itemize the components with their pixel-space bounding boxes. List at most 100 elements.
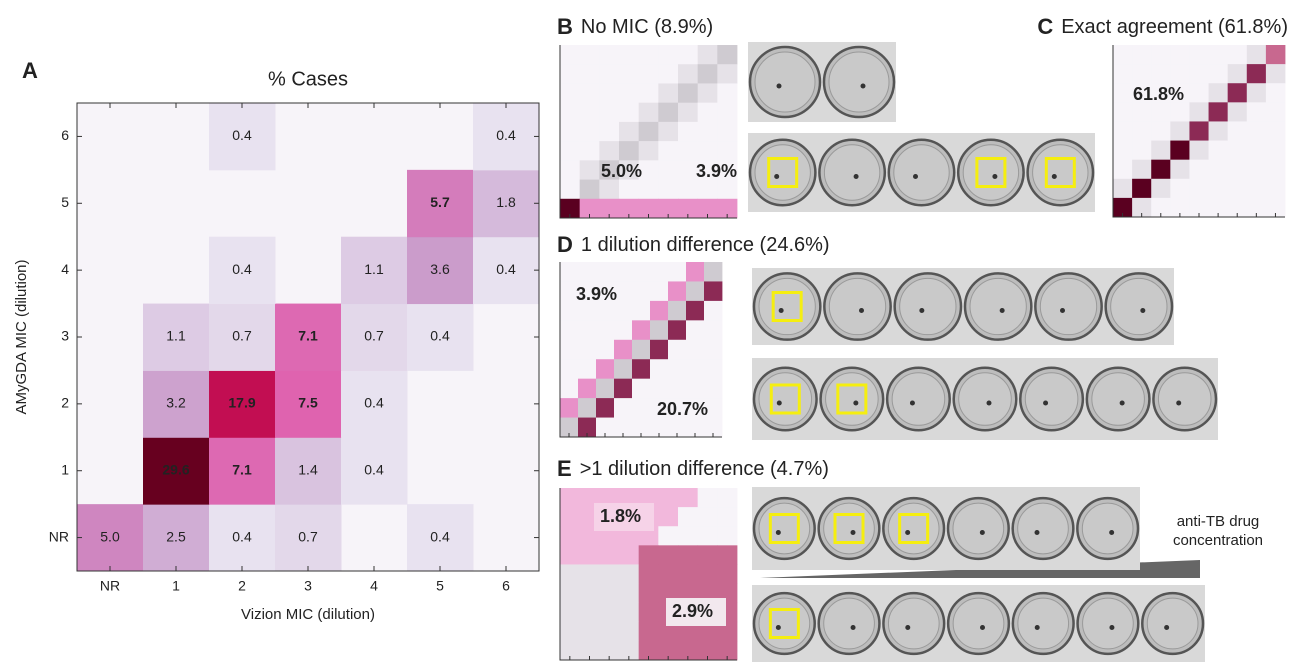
well-spot: [1176, 401, 1181, 406]
mini-cell: [632, 281, 650, 301]
mini-cell: [1189, 141, 1209, 161]
well-inner: [1082, 503, 1133, 554]
mini-cell: [639, 83, 659, 103]
mini-cell: [1189, 121, 1209, 141]
mini-cell: [717, 180, 737, 200]
well-spot: [853, 401, 858, 406]
mini-cell: [678, 507, 698, 527]
well-inner: [1158, 373, 1211, 426]
mini-cell: [1209, 179, 1229, 199]
mini-cell: [650, 320, 668, 340]
well-inner: [826, 373, 879, 426]
mini-cell: [1228, 83, 1248, 103]
well-inner: [829, 52, 889, 112]
mini-cell: [704, 301, 722, 321]
mini-cell: [596, 262, 614, 282]
mini-cell: [560, 262, 578, 282]
mini-cell: [560, 141, 580, 161]
mini-cell: [619, 83, 639, 103]
mini-cell: [639, 180, 659, 200]
y-tick-label: 4: [61, 261, 69, 277]
mini-cell: [717, 141, 737, 161]
panel-annotation: 5.0%: [601, 161, 642, 181]
mini-cell: [1151, 121, 1171, 141]
mini-cell: [632, 320, 650, 340]
cell-label: 0.4: [496, 261, 516, 277]
mini-cell: [580, 141, 600, 161]
mini-cell: [704, 320, 722, 340]
mini-cell: [599, 103, 619, 123]
well-inner: [1040, 278, 1096, 334]
mini-cell: [658, 526, 678, 546]
mini-cell: [698, 488, 718, 508]
mini-cell: [668, 359, 686, 379]
y-tick-label: 6: [61, 127, 69, 143]
mini-cell: [1189, 160, 1209, 180]
well-spot: [1035, 530, 1040, 535]
mini-cell: [632, 262, 650, 282]
well-spot: [776, 530, 781, 535]
mini-cell: [1247, 64, 1267, 84]
mini-cell: [1113, 45, 1133, 65]
cell-label: 0.4: [232, 127, 252, 143]
mini-cell: [599, 603, 619, 623]
mini-cell: [1228, 64, 1248, 84]
mini-cell: [1170, 64, 1190, 84]
cell-label: 1.8: [496, 194, 516, 210]
mini-cell: [717, 507, 737, 527]
mini-cell: [1151, 102, 1171, 122]
well-spot: [1043, 401, 1048, 406]
mini-cell: [1151, 64, 1171, 84]
cell-label: 0.7: [298, 528, 318, 544]
mini-cell: [614, 398, 632, 418]
cell-label: 0.4: [232, 261, 252, 277]
mini-cell: [619, 584, 639, 604]
panel-annotation: 20.7%: [657, 399, 708, 419]
mini-cell: [668, 301, 686, 321]
mini-cell: [1132, 45, 1152, 65]
mini-cell: [1113, 102, 1133, 122]
well-inner: [1018, 598, 1069, 649]
y-tick-label: 2: [61, 395, 69, 411]
mini-cell: [678, 180, 698, 200]
well-spot: [776, 625, 781, 630]
well-inner: [1083, 598, 1134, 649]
mini-cell: [704, 359, 722, 379]
mini-cell: [578, 359, 596, 379]
mini-cell: [580, 160, 600, 180]
mini-cell: [1266, 141, 1286, 161]
well-spot: [861, 84, 866, 89]
well-spot: [1060, 308, 1065, 313]
mini-cell: [580, 180, 600, 200]
mini-cell: [1247, 83, 1267, 103]
well-spot: [1140, 308, 1145, 313]
panel-title-text: Exact agreement (61.8%): [1061, 16, 1288, 38]
mini-cell: [1247, 121, 1267, 141]
mini-cell: [1113, 121, 1133, 141]
x-tick-label: NR: [100, 578, 120, 594]
mini-cell: [704, 379, 722, 399]
cell-label: 0.4: [364, 461, 384, 477]
mini-cell: [717, 564, 737, 584]
mini-cell: [614, 262, 632, 282]
mini-cell: [560, 359, 578, 379]
mini-cell: [678, 45, 698, 65]
mini-cell: [698, 122, 718, 142]
mini-cell: [658, 507, 678, 527]
mini-cell: [704, 262, 722, 282]
mini-cell: [698, 45, 718, 65]
mini-cell: [1228, 179, 1248, 199]
mini-cell: [698, 83, 718, 103]
well-inner: [894, 145, 949, 200]
mini-cell: [1266, 64, 1286, 84]
mini-cell: [1209, 83, 1229, 103]
mini-cell: [650, 340, 668, 360]
mini-cell: [1113, 141, 1133, 161]
mini-cell: [1113, 160, 1133, 180]
mini-cell: [1113, 64, 1133, 84]
mini-cell: [1170, 141, 1190, 161]
mini-cell: [678, 564, 698, 584]
mini-cell: [560, 160, 580, 180]
mini-cell: [1132, 179, 1152, 199]
well-inner: [1092, 373, 1145, 426]
